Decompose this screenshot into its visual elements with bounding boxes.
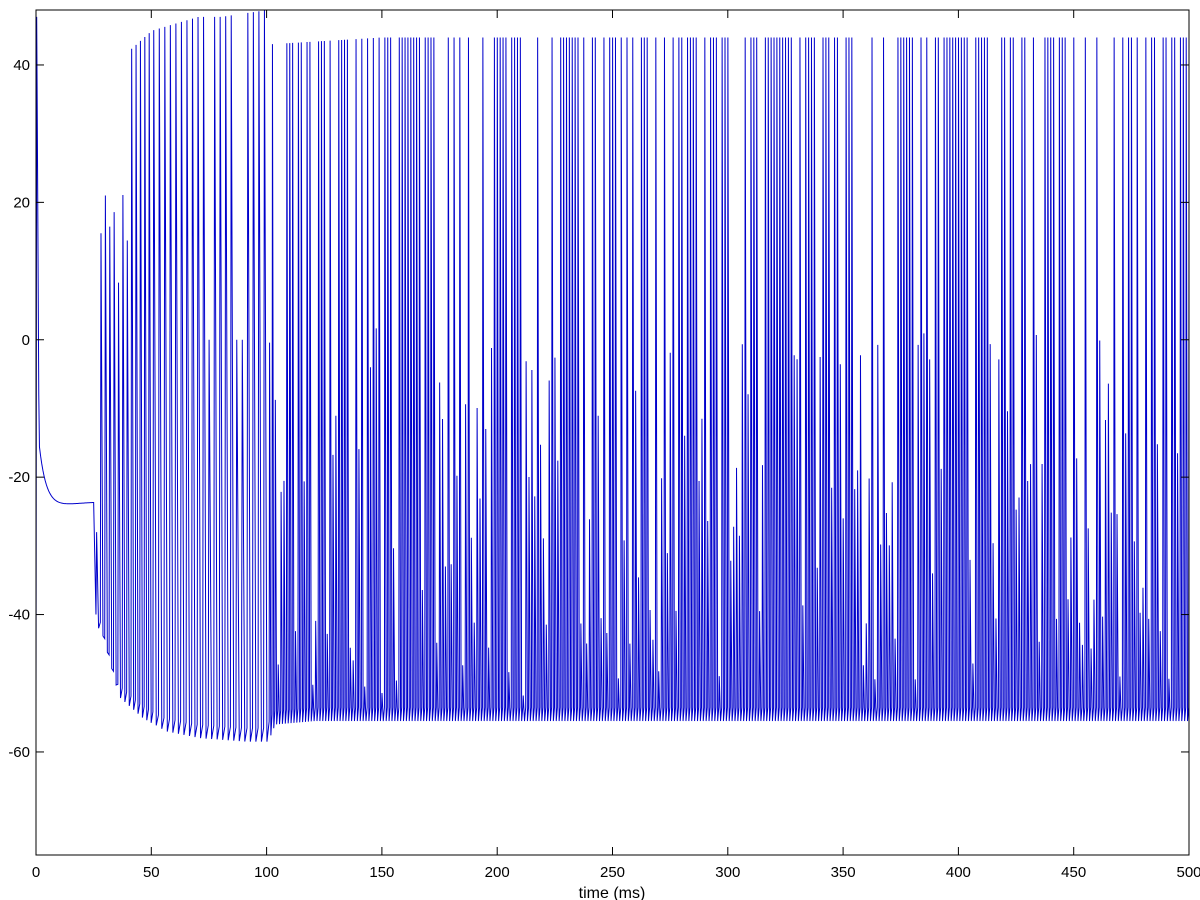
y-tick-label: 20 [13, 194, 30, 211]
x-tick-label: 0 [32, 864, 40, 881]
x-tick-label: 400 [946, 864, 971, 881]
x-tick-label: 300 [715, 864, 740, 881]
y-tick-label: -40 [8, 607, 30, 624]
x-tick-label: 500 [1176, 864, 1200, 881]
y-tick-label: 40 [13, 57, 30, 74]
x-tick-label: 250 [600, 864, 625, 881]
x-tick-label: 50 [143, 864, 160, 881]
series-layer [36, 10, 1189, 742]
x-tick-label: 150 [369, 864, 394, 881]
x-axis-label: time (ms) [579, 885, 646, 900]
y-tick-label: -20 [8, 469, 30, 486]
y-axis: -60 -40 -20 0 20 40 [8, 57, 1189, 761]
voltage-series-line [36, 10, 1189, 742]
x-axis: 0 50 100 150 200 250 300 350 400 450 500 [32, 10, 1200, 881]
plot-area [35, 9, 1190, 856]
x-tick-label: 100 [254, 864, 279, 881]
x-tick-label: 450 [1061, 864, 1086, 881]
y-tick-label: 0 [22, 332, 30, 349]
x-tick-label: 200 [485, 864, 510, 881]
y-tick-label: -60 [8, 744, 30, 761]
x-tick-label: 350 [831, 864, 856, 881]
